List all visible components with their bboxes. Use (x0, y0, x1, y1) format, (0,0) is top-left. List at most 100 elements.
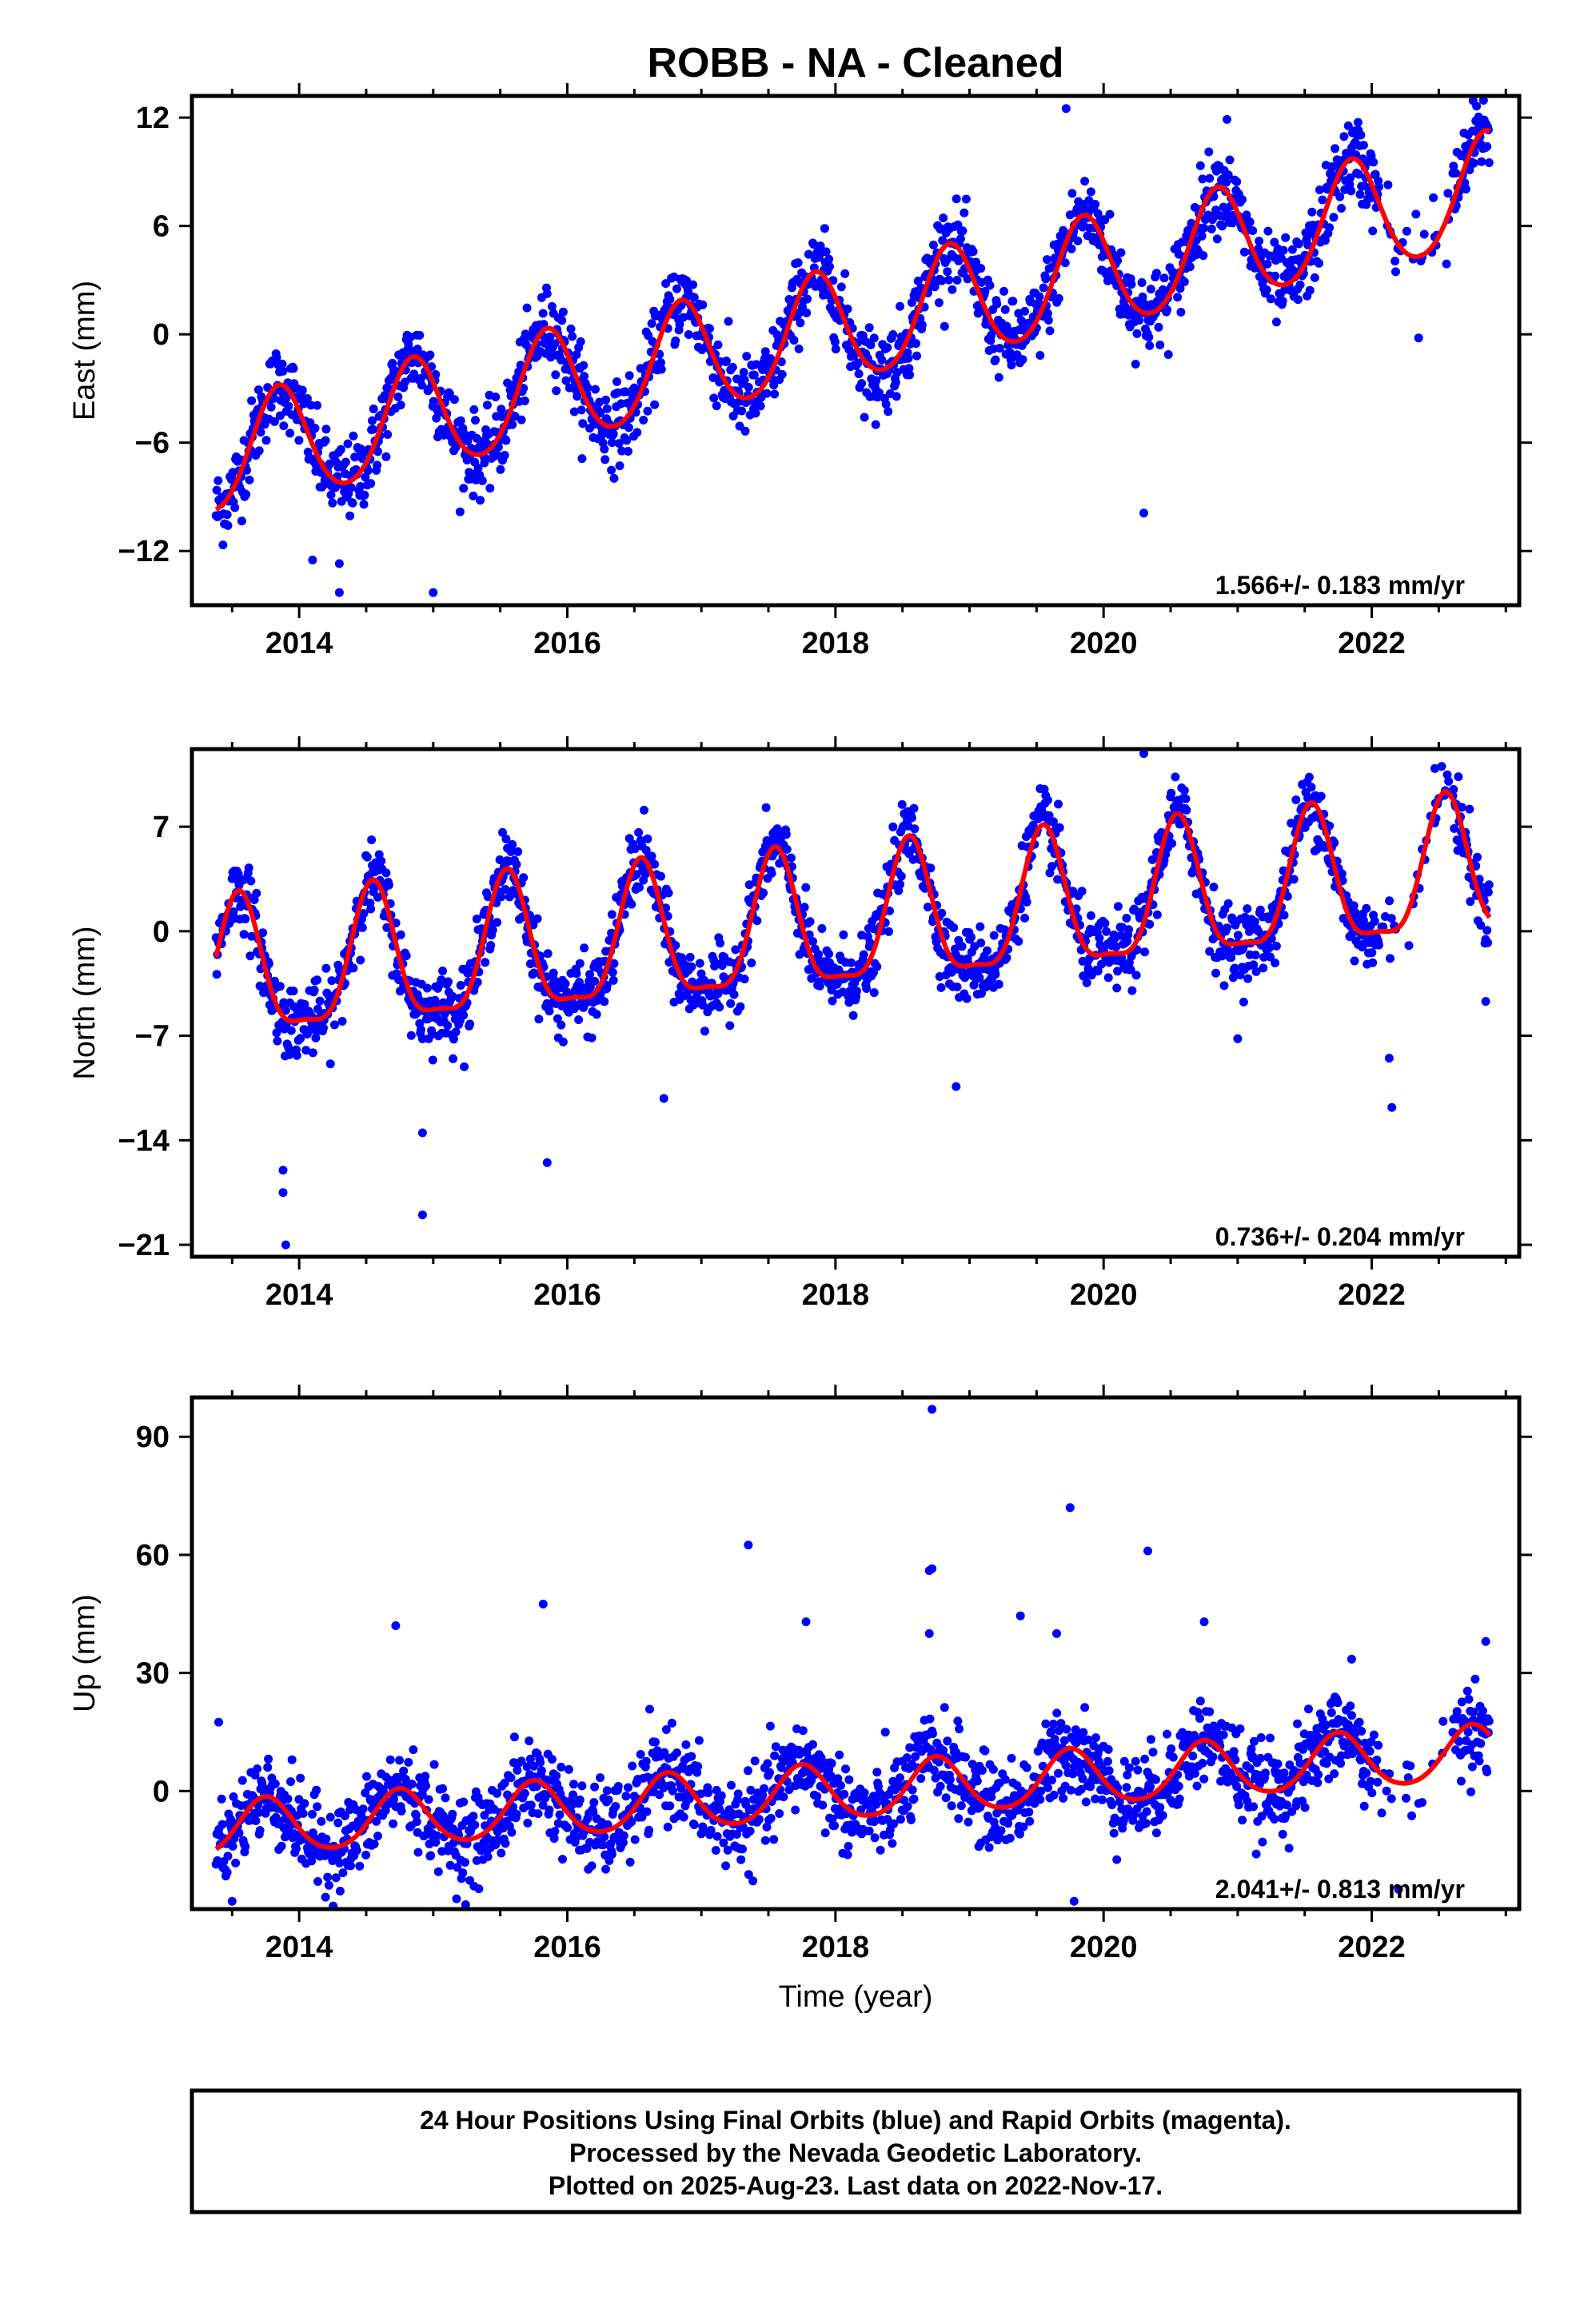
data-point (1147, 1735, 1155, 1744)
data-point (948, 285, 956, 294)
data-point (1143, 1808, 1151, 1816)
data-point (1125, 1764, 1134, 1772)
data-point (1429, 193, 1438, 202)
data-point (884, 407, 892, 416)
data-point (338, 1868, 347, 1877)
data-point (438, 967, 447, 975)
data-point (493, 1789, 501, 1798)
data-point (836, 1781, 845, 1790)
y-tick-label: −7 (135, 1020, 170, 1054)
data-point (1106, 210, 1115, 219)
data-point (849, 1011, 858, 1020)
data-point (964, 1818, 973, 1827)
data-point (1079, 1774, 1087, 1783)
data-point (213, 970, 221, 979)
data-point (995, 373, 1003, 382)
data-point (705, 325, 714, 333)
data-point (736, 1856, 745, 1864)
data-point (393, 393, 402, 401)
data-point (425, 351, 434, 360)
data-point (1211, 969, 1220, 978)
data-point (752, 916, 761, 925)
data-point (721, 1861, 730, 1870)
data-point (523, 1819, 532, 1828)
data-point (690, 1820, 699, 1829)
data-point (241, 1843, 249, 1852)
x-tick-label: 2014 (265, 627, 333, 660)
data-point (840, 269, 849, 278)
data-point (1390, 257, 1399, 265)
data-point (1339, 132, 1348, 141)
data-point (935, 298, 944, 307)
data-point (707, 1826, 716, 1835)
data-point (1387, 914, 1396, 923)
data-point (1023, 1764, 1031, 1772)
data-point (960, 209, 968, 217)
data-point (802, 309, 811, 317)
data-point (563, 1824, 572, 1832)
outlier-point (660, 1094, 668, 1103)
data-point (1073, 237, 1082, 245)
data-point (752, 409, 760, 417)
data-point (1044, 316, 1053, 325)
data-point (1146, 1783, 1155, 1792)
data-point (910, 824, 919, 833)
data-point (686, 953, 695, 962)
data-point (1473, 853, 1482, 862)
data-point (1325, 223, 1334, 232)
data-point (725, 1021, 734, 1030)
data-point (957, 1801, 966, 1810)
data-point (779, 1792, 788, 1801)
data-point (397, 1807, 406, 1816)
data-point (474, 1884, 483, 1893)
data-point (551, 370, 560, 379)
data-point (336, 1887, 345, 1895)
data-point (664, 889, 673, 898)
data-point (1132, 971, 1141, 979)
data-point (736, 1003, 744, 1011)
data-point (1307, 783, 1316, 791)
x-tick-label: 2018 (802, 627, 870, 660)
data-point (600, 455, 609, 464)
data-point (256, 1826, 265, 1835)
x-tick-label: 2016 (533, 1278, 601, 1312)
data-point (1243, 975, 1252, 983)
data-point (237, 516, 246, 525)
data-point (821, 1828, 830, 1837)
data-point (1443, 189, 1452, 197)
data-point (627, 900, 636, 909)
data-point (471, 416, 480, 425)
data-point (1164, 350, 1173, 359)
data-point (369, 405, 378, 413)
data-point (614, 1782, 623, 1791)
data-point (961, 1753, 970, 1762)
data-point (326, 1059, 335, 1068)
data-point (1100, 919, 1109, 928)
rate-annotation: 1.566+/- 0.183 mm/yr (1215, 571, 1465, 600)
data-point (726, 999, 735, 1008)
data-point (1176, 308, 1185, 317)
data-point (264, 1755, 273, 1764)
data-point (311, 424, 320, 433)
data-point (688, 281, 697, 289)
data-point (321, 1893, 330, 1902)
data-point (794, 258, 803, 267)
data-point (631, 1836, 640, 1844)
data-point (865, 323, 874, 332)
data-point (457, 981, 465, 990)
data-point (485, 484, 494, 492)
data-point (959, 226, 968, 235)
data-point (1362, 904, 1371, 913)
data-point (389, 1820, 397, 1828)
data-point (341, 458, 350, 467)
data-point (768, 869, 776, 878)
data-point (896, 880, 904, 889)
data-points (212, 96, 1494, 597)
data-point (912, 352, 921, 361)
data-point (656, 872, 665, 881)
data-point (550, 1827, 559, 1836)
data-point (952, 194, 961, 203)
data-point (573, 392, 581, 401)
data-point (580, 372, 589, 381)
data-point (381, 452, 390, 461)
